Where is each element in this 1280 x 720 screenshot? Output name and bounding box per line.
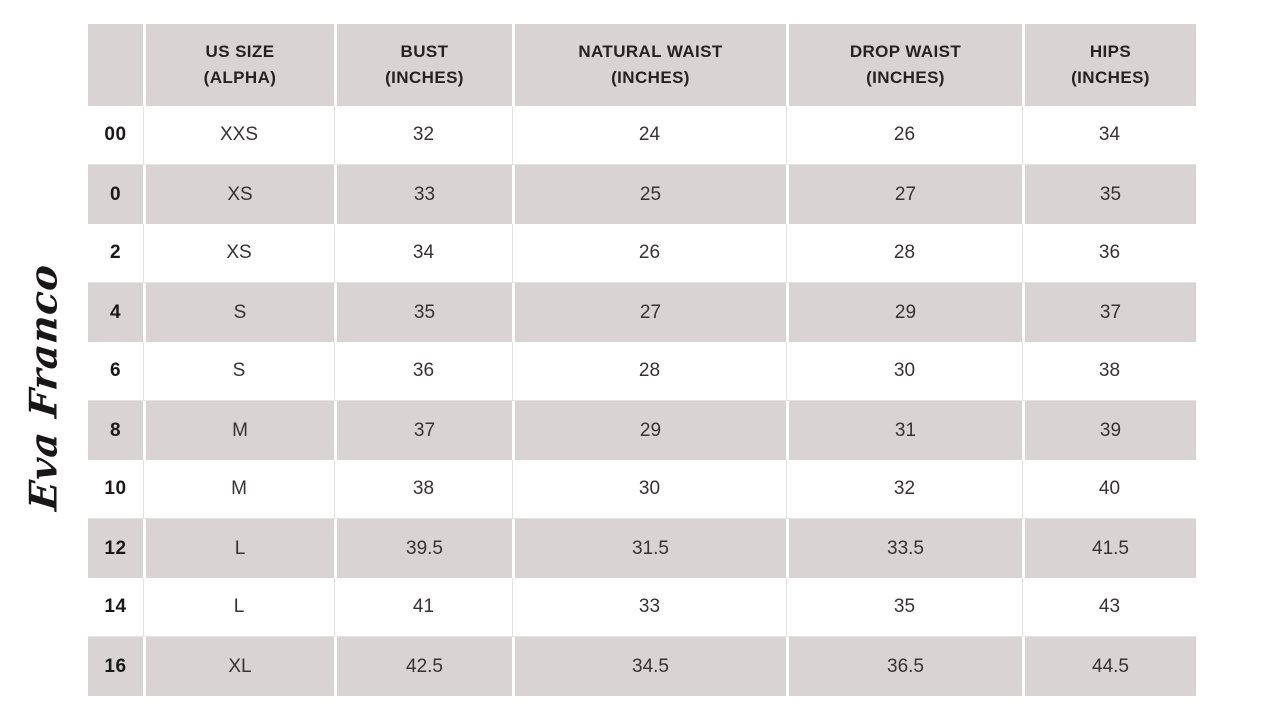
cell-natural-waist: 25	[512, 165, 786, 224]
cell-natural-waist: 29	[512, 401, 786, 460]
table-row-size-16: 16 XL 42.5 34.5 36.5 44.5	[88, 637, 1196, 696]
cell-alpha: M	[143, 401, 334, 460]
cell-natural-waist: 24	[512, 106, 786, 165]
cell-alpha: XL	[143, 637, 334, 696]
cell-drop-waist: 26	[786, 106, 1022, 165]
cell-hips: 36	[1022, 224, 1196, 283]
cell-bust: 38	[334, 460, 512, 519]
cell-alpha: S	[143, 283, 334, 342]
cell-alpha: L	[143, 519, 334, 578]
brand-logo: Eva Franco	[8, 262, 78, 513]
cell-alpha: S	[143, 342, 334, 401]
cell-bust: 33	[334, 165, 512, 224]
cell-drop-waist: 29	[786, 283, 1022, 342]
cell-hips: 43	[1022, 578, 1196, 637]
table-row-size-8: 8 M 37 29 31 39	[88, 401, 1196, 460]
cell-drop-waist: 36.5	[786, 637, 1022, 696]
cell-drop-waist: 35	[786, 578, 1022, 637]
cell-size: 14	[88, 578, 143, 637]
header-cell-drop-waist: DROP WAIST (INCHES)	[786, 24, 1022, 106]
cell-hips: 37	[1022, 283, 1196, 342]
cell-size: 16	[88, 637, 143, 696]
table-row-size-2: 2 XS 34 26 28 36	[88, 224, 1196, 283]
cell-alpha: M	[143, 460, 334, 519]
cell-drop-waist: 33.5	[786, 519, 1022, 578]
cell-alpha: XXS	[143, 106, 334, 165]
cell-size: 6	[88, 342, 143, 401]
header-cell-size	[88, 24, 143, 106]
cell-drop-waist: 27	[786, 165, 1022, 224]
cell-bust: 34	[334, 224, 512, 283]
size-chart-table: US SIZE (ALPHA) BUST (INCHES) NATURAL WA…	[88, 24, 1196, 696]
table-row-size-10: 10 M 38 30 32 40	[88, 460, 1196, 519]
cell-bust: 39.5	[334, 519, 512, 578]
brand-logo-text: Eva Franco	[20, 261, 66, 513]
cell-hips: 40	[1022, 460, 1196, 519]
table-row-size-00: 00 XXS 32 24 26 34	[88, 106, 1196, 165]
cell-hips: 35	[1022, 165, 1196, 224]
cell-size: 10	[88, 460, 143, 519]
cell-size: 12	[88, 519, 143, 578]
table-row-size-0: 0 XS 33 25 27 35	[88, 165, 1196, 224]
cell-drop-waist: 28	[786, 224, 1022, 283]
cell-bust: 42.5	[334, 637, 512, 696]
header-cell-natural-waist: NATURAL WAIST (INCHES)	[512, 24, 786, 106]
cell-size: 8	[88, 401, 143, 460]
cell-hips: 38	[1022, 342, 1196, 401]
table-row-size-6: 6 S 36 28 30 38	[88, 342, 1196, 401]
cell-hips: 39	[1022, 401, 1196, 460]
header-cell-bust: BUST (INCHES)	[334, 24, 512, 106]
cell-hips: 34	[1022, 106, 1196, 165]
cell-size: 00	[88, 106, 143, 165]
table-row-size-12: 12 L 39.5 31.5 33.5 41.5	[88, 519, 1196, 578]
cell-hips: 41.5	[1022, 519, 1196, 578]
cell-bust: 35	[334, 283, 512, 342]
cell-size: 4	[88, 283, 143, 342]
cell-drop-waist: 31	[786, 401, 1022, 460]
cell-bust: 37	[334, 401, 512, 460]
header-row: US SIZE (ALPHA) BUST (INCHES) NATURAL WA…	[88, 24, 1196, 106]
cell-bust: 41	[334, 578, 512, 637]
cell-bust: 36	[334, 342, 512, 401]
cell-size: 2	[88, 224, 143, 283]
cell-alpha: XS	[143, 224, 334, 283]
cell-natural-waist: 33	[512, 578, 786, 637]
cell-size: 0	[88, 165, 143, 224]
table-row-size-4: 4 S 35 27 29 37	[88, 283, 1196, 342]
header-cell-us-size-alpha: US SIZE (ALPHA)	[143, 24, 334, 106]
cell-bust: 32	[334, 106, 512, 165]
cell-natural-waist: 31.5	[512, 519, 786, 578]
cell-natural-waist: 26	[512, 224, 786, 283]
header-cell-hips: HIPS (INCHES)	[1022, 24, 1196, 106]
cell-drop-waist: 30	[786, 342, 1022, 401]
cell-natural-waist: 34.5	[512, 637, 786, 696]
table-row-size-14: 14 L 41 33 35 43	[88, 578, 1196, 637]
cell-natural-waist: 28	[512, 342, 786, 401]
cell-drop-waist: 32	[786, 460, 1022, 519]
cell-alpha: XS	[143, 165, 334, 224]
cell-alpha: L	[143, 578, 334, 637]
cell-natural-waist: 30	[512, 460, 786, 519]
cell-natural-waist: 27	[512, 283, 786, 342]
cell-hips: 44.5	[1022, 637, 1196, 696]
